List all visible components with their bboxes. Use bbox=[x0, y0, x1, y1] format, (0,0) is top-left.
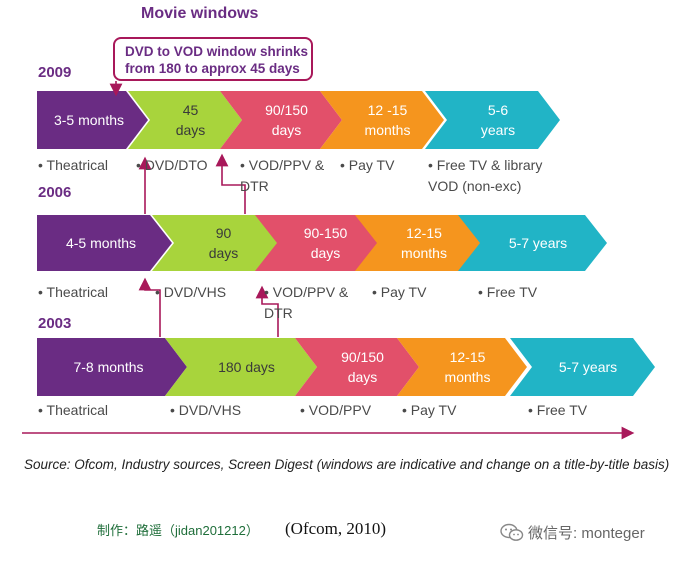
chevron-2003-3 bbox=[295, 338, 419, 396]
wechat-icon bbox=[500, 523, 524, 541]
watermark-text: 微信号: monteger bbox=[528, 525, 645, 542]
source-note: Source: Ofcom, Industry sources, Screen … bbox=[24, 457, 670, 472]
diagram-title: Movie windows bbox=[141, 5, 259, 22]
chevron-2003-2 bbox=[165, 338, 317, 396]
window-label-line: • Free TV & library bbox=[428, 157, 543, 173]
window-label-2006-5: • Free TV bbox=[478, 282, 537, 303]
window-label-line: • Theatrical bbox=[38, 284, 109, 300]
chevron-2009-3 bbox=[220, 91, 342, 149]
window-label-2009-5: • Free TV & library VOD (non-exc) bbox=[428, 155, 542, 197]
window-label-2009-2: • DVD/DTO bbox=[136, 155, 208, 176]
window-label-line: DTR bbox=[240, 178, 269, 194]
connector-vod-2006-2009 bbox=[215, 153, 246, 214]
window-label-line: • Theatrical bbox=[38, 157, 109, 173]
chevron-2006-1 bbox=[37, 215, 172, 271]
chevron-2009-2 bbox=[128, 91, 242, 149]
window-label-line: • Pay TV bbox=[340, 157, 395, 173]
year-label-2003: 2003 bbox=[38, 315, 72, 332]
window-label-line: DTR bbox=[264, 305, 293, 321]
window-label-2003-4: • Pay TV bbox=[402, 400, 456, 421]
window-label-2003-2: • DVD/VHS bbox=[170, 400, 241, 421]
window-label-line: • VOD/PPV & bbox=[264, 284, 349, 300]
citation: (Ofcom, 2010) bbox=[285, 519, 387, 538]
callout-line-1: DVD to VOD window shrinks bbox=[125, 44, 309, 59]
chevron-2003-1 bbox=[37, 338, 187, 396]
window-label-line: • Pay TV bbox=[402, 402, 457, 418]
connector-vod-2003-2006 bbox=[255, 285, 279, 337]
window-label-line: • VOD/PPV bbox=[300, 402, 372, 418]
window-label-line: • DVD/DTO bbox=[136, 157, 208, 173]
window-label-line: • Theatrical bbox=[38, 402, 109, 418]
chevron-2003-5 bbox=[510, 338, 655, 396]
window-label-line: • Free TV bbox=[478, 284, 538, 300]
window-label-2006-3: • VOD/PPV & DTR bbox=[264, 282, 348, 324]
window-label-line: • Pay TV bbox=[372, 284, 427, 300]
window-label-2009-4: • Pay TV bbox=[340, 155, 394, 176]
window-label-line: VOD (non-exc) bbox=[428, 178, 522, 194]
window-label-2006-1: • Theatrical bbox=[38, 282, 108, 303]
window-label-line: • Free TV bbox=[528, 402, 588, 418]
watermark: 微信号: monteger bbox=[500, 522, 645, 543]
chevron-2006-4 bbox=[355, 215, 482, 271]
chevron-2003-4 bbox=[397, 338, 527, 396]
callout-box: DVD to VOD window shrinks from 180 to ap… bbox=[113, 37, 313, 81]
year-label-2009: 2009 bbox=[38, 64, 72, 81]
window-label-2009-1: • Theatrical bbox=[38, 155, 108, 176]
chevron-2006-5 bbox=[458, 215, 607, 271]
window-label-2009-3: • VOD/PPV & DTR bbox=[240, 155, 324, 197]
window-label-2003-5: • Free TV bbox=[528, 400, 587, 421]
callout-line-2: from 180 to approx 45 days bbox=[125, 61, 300, 76]
window-label-line: • VOD/PPV & bbox=[240, 157, 325, 173]
maker-credit: 制作：路遥（jidan201212） bbox=[97, 523, 259, 538]
chevron-2006-2 bbox=[152, 215, 284, 271]
year-label-2006: 2006 bbox=[38, 184, 72, 201]
chevron-2009-4 bbox=[320, 91, 444, 149]
window-label-line: • DVD/VHS bbox=[170, 402, 242, 418]
connector-dvd-2003-2006 bbox=[138, 277, 161, 337]
window-label-2006-2: • DVD/VHS bbox=[155, 282, 226, 303]
window-label-2006-4: • Pay TV bbox=[372, 282, 426, 303]
window-label-2003-1: • Theatrical bbox=[38, 400, 108, 421]
chevron-2009-5 bbox=[425, 91, 560, 149]
chevron-2006-3 bbox=[255, 215, 385, 271]
chevron-2009-1 bbox=[37, 91, 148, 149]
window-label-line: • DVD/VHS bbox=[155, 284, 227, 300]
window-label-2003-3: • VOD/PPV bbox=[300, 400, 371, 421]
